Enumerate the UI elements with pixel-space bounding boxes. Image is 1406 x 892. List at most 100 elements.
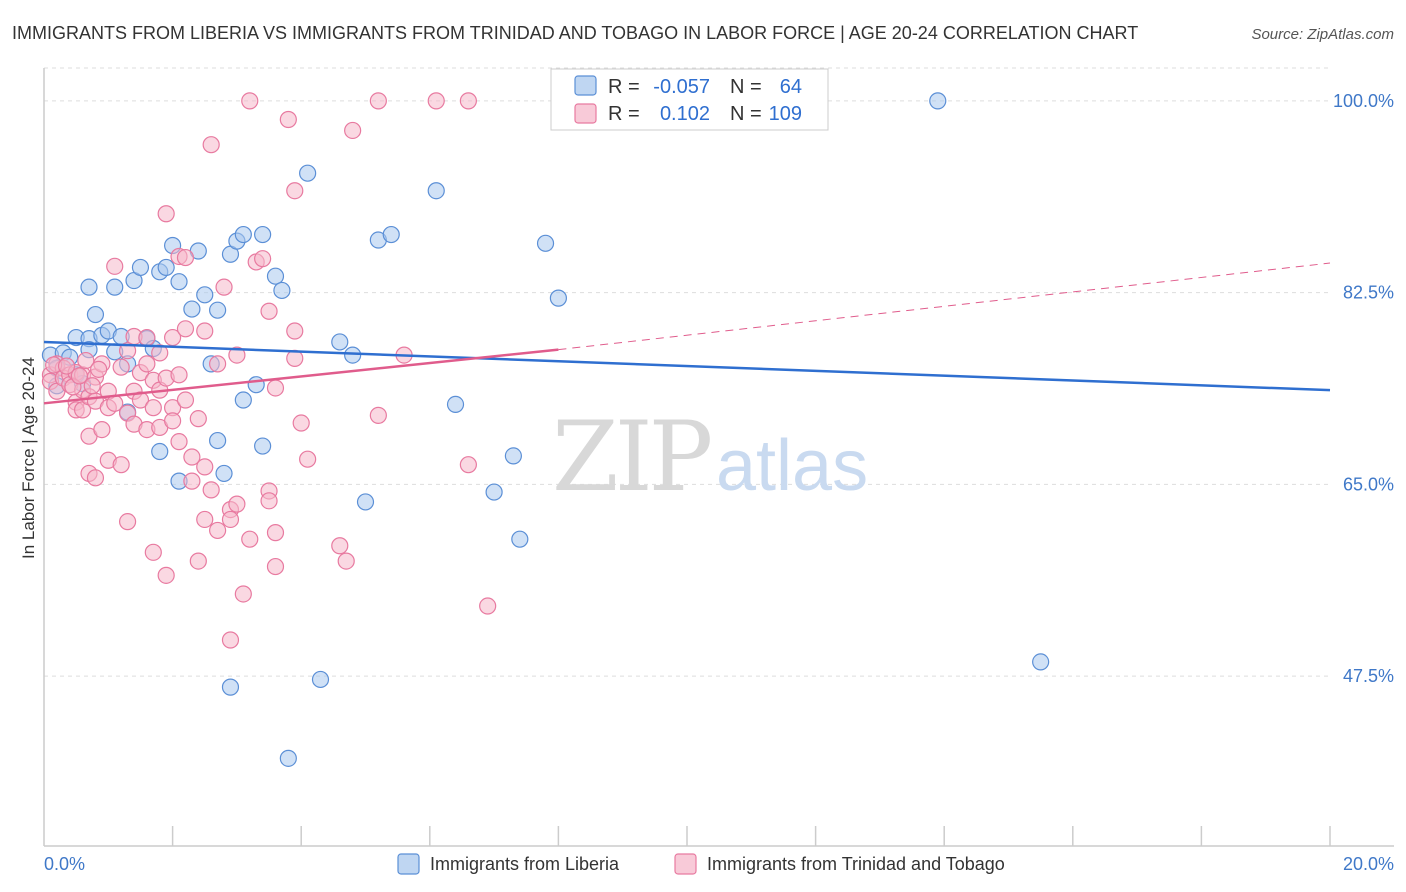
trinidad-tobago-point [209,355,227,373]
series-liberia-points [41,92,1050,767]
liberia-point [485,483,503,501]
y-axis-label: In Labor Force | Age 20-24 [19,357,38,559]
trinidad-tobago-point [189,410,207,428]
legend-n-label-liberia: N = [730,76,762,98]
liberia-point [247,376,265,394]
trinidad-tobago-point [138,328,156,347]
liberia-point [1032,653,1050,671]
trinidad-tobago-point [202,136,220,154]
trinidad-tobago-point [215,278,233,296]
trinidad-tobago-point [221,631,240,649]
trinidad-tobago-point [202,481,220,499]
trinidad-tobago-point [70,367,88,385]
bottom-legend-swatch-trinidad-tobago [674,853,697,875]
trinidad-tobago-point [459,456,477,474]
trend-lines [43,262,1331,405]
chart-title: IMMIGRANTS FROM LIBERIA VS IMMIGRANTS FR… [12,23,1138,43]
trinidad-tobago-point [118,342,137,360]
trinidad-tobago-point [228,346,246,364]
trinidad-tobago-point [266,557,285,576]
liberia-point [254,437,272,455]
trinidad-tobago-point [292,414,310,432]
trinidad-tobago-point [266,524,285,542]
trinidad-tobago-point [241,92,259,110]
liberia-point [266,267,285,285]
trinidad-tobago-point [254,250,272,268]
trinidad-tobago-point [112,456,130,474]
liberia-point [80,278,98,296]
trinidad-tobago-point [138,355,156,373]
trinidad-tobago-point [90,360,108,378]
liberia-point [215,464,233,483]
series-trinidad-tobago-points [41,92,497,649]
gridlines [44,67,1330,677]
liberia-point [382,225,400,244]
trinidad-tobago-point [196,458,214,476]
trinidad-tobago-point [176,248,195,267]
legend-swatch-liberia [574,75,597,96]
liberia-point [106,278,124,296]
liberia-point [549,289,568,307]
liberia-point [170,273,188,291]
legend-n-label-trinidad-tobago: N = [730,103,762,125]
liberia-point [279,749,297,767]
liberia-point [427,182,445,200]
liberia-point [86,305,105,324]
liberia-point [273,281,291,300]
x-tick-label-max: 20.0% [1343,854,1394,874]
liberia-point [344,346,362,364]
bottom-legend-label-liberia: Immigrants from Liberia [430,854,620,874]
trinidad-tobago-point [83,377,101,395]
trinidad-tobago-point [118,513,137,531]
liberia-point [183,300,201,318]
liberia-point [331,333,349,351]
trinidad-tobago-point [344,121,362,140]
trinidad-tobago-point [286,182,304,200]
liberia-point [929,92,947,110]
y-tick-label: 65.0% [1343,474,1394,494]
trinidad-tobago-point [196,510,214,529]
liberia-point [221,678,240,696]
legend-swatch-trinidad-tobago [574,103,597,124]
trend-line-trinidad-tobago [43,348,559,405]
trinidad-tobago-point [176,391,195,409]
trinidad-tobago-point [228,495,246,513]
watermark-zip: ZIP [552,401,711,513]
liberia-point [299,164,317,182]
trinidad-tobago-point [144,399,162,417]
trinidad-tobago-point [369,406,387,424]
trinidad-tobago-point [170,433,188,451]
liberia-point [504,447,522,465]
trinidad-tobago-point [479,597,497,615]
x-tick-label-min: 0.0% [44,854,85,874]
trinidad-tobago-point [112,358,130,376]
trinidad-tobago-point [331,537,349,555]
trinidad-tobago-point [266,379,285,397]
trinidad-tobago-point [234,585,252,603]
trend-line-liberia [43,340,1331,392]
trend-line-trinidad-tobago-extension [558,262,1331,351]
legend-r-value-liberia: -0.057 [653,76,710,98]
y-tick-label: 100.0% [1333,91,1394,111]
trinidad-tobago-point [196,322,214,340]
trinidad-tobago-point [260,492,278,510]
y-tick-label: 47.5% [1343,666,1394,686]
trinidad-tobago-point [170,366,188,384]
trinidad-tobago-point [157,205,175,223]
bottom-legend: Immigrants from Liberia Immigrants from … [397,853,1005,875]
trinidad-tobago-point [151,344,169,362]
trinidad-tobago-point [279,110,297,129]
trinidad-tobago-point [176,320,195,338]
trinidad-tobago-point [369,92,387,110]
trinidad-tobago-point [157,566,175,584]
trinidad-tobago-point [164,412,182,430]
liberia-point [234,225,252,244]
liberia-point [254,225,272,244]
liberia-point [209,431,227,450]
trinidad-tobago-point [241,530,259,548]
trinidad-tobago-point [299,450,317,468]
liberia-point [131,258,150,277]
liberia-point [511,530,529,548]
liberia-point [151,442,169,461]
